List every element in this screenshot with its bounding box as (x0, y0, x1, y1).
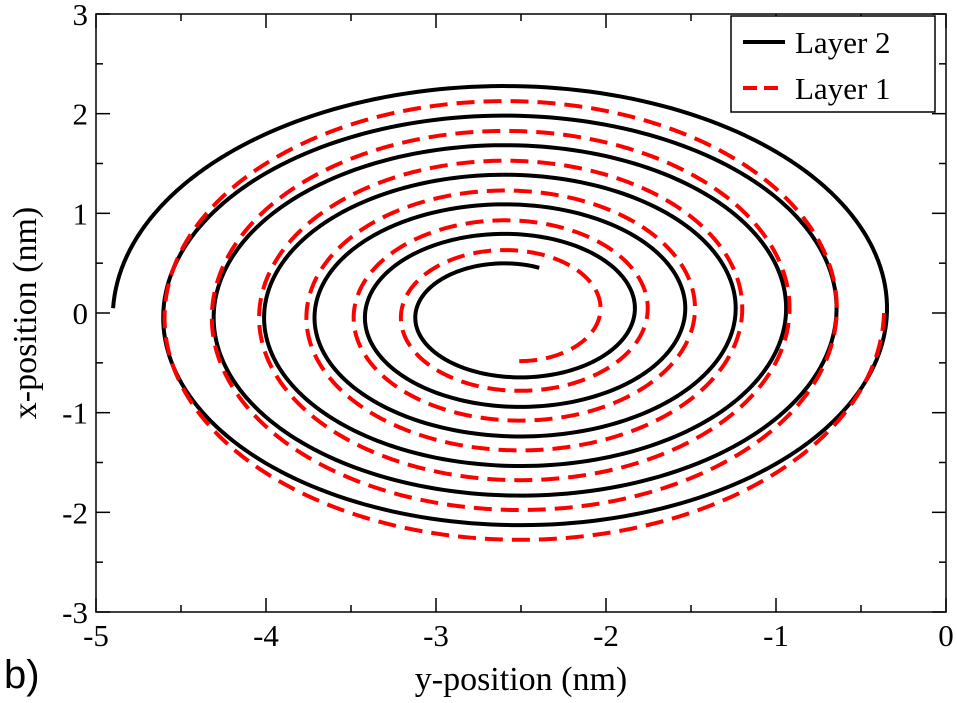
x-tick-label: -4 (253, 618, 279, 653)
x-tick-label: -5 (83, 618, 109, 653)
y-tick-label: 0 (73, 296, 89, 331)
y-tick-label: -2 (62, 495, 88, 530)
x-tick-label: -3 (423, 618, 449, 653)
legend-label-1: Layer 2 (795, 25, 891, 60)
legend: Layer 2 Layer 1 (730, 15, 936, 113)
y-tick-label: -3 (62, 595, 88, 630)
series-1-line (111, 84, 889, 528)
x-tick-label: -1 (763, 618, 789, 653)
series-2-line (162, 99, 887, 542)
y-tick-label: 3 (73, 0, 89, 32)
x-tick-label: 0 (938, 618, 954, 653)
legend-label-2: Layer 1 (795, 71, 891, 106)
x-axis-title: y-position (nm) (415, 661, 627, 698)
panel-label: b) (4, 653, 40, 697)
x-tick-label: -2 (593, 618, 619, 653)
y-tick-label: 2 (73, 97, 89, 132)
y-axis-title: x-position (nm) (7, 207, 44, 419)
y-tick-label: 1 (73, 196, 89, 231)
y-tick-label: -1 (62, 396, 88, 431)
legend-box (730, 15, 936, 113)
